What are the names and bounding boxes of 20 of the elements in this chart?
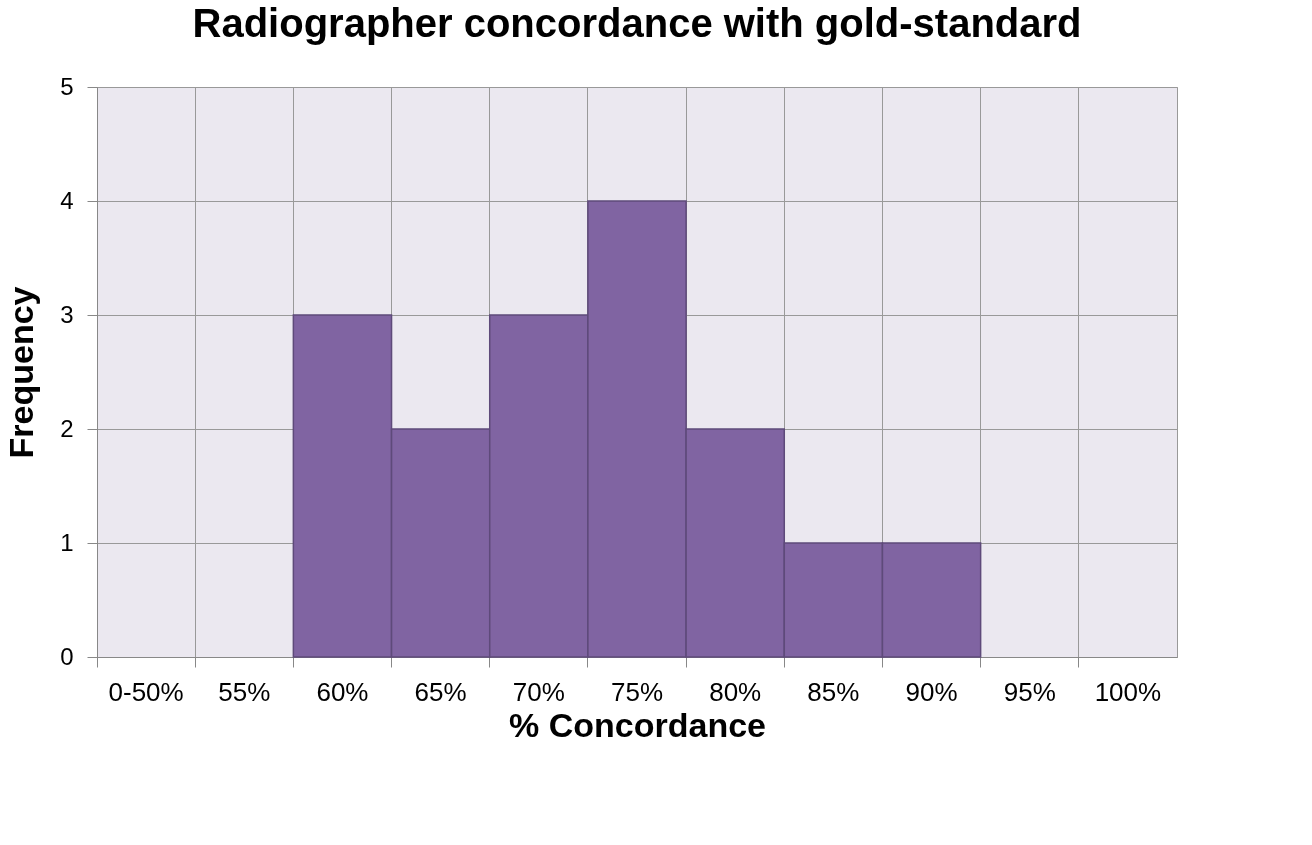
x-tick-label: 55% (218, 676, 271, 707)
y-tick-label: 1 (60, 528, 74, 556)
y-tick-label: 0 (60, 642, 74, 670)
x-tick-label: 0-50% (108, 676, 184, 707)
x-tick-label: 60% (316, 676, 369, 707)
x-tick-label: 80% (709, 676, 762, 707)
y-tick-label: 2 (60, 414, 74, 442)
chart-title: Radiographer concordance with gold-standard (192, 1, 1082, 45)
x-tick-label: 85% (807, 676, 860, 707)
x-tick-label: 75% (610, 676, 664, 707)
y-axis-title: Frequency (2, 286, 41, 459)
x-tick-label: 100% (1094, 676, 1162, 707)
x-axis-title: % Concordance (509, 705, 766, 744)
x-tick-label: 70% (512, 676, 565, 707)
x-tick-label: 90% (905, 676, 958, 707)
y-tick-label: 3 (60, 300, 74, 328)
y-tick-label: 5 (60, 72, 74, 100)
x-tick-label: 65% (414, 676, 467, 707)
x-tick-label: 95% (1003, 676, 1056, 707)
y-tick-label: 4 (60, 186, 74, 214)
